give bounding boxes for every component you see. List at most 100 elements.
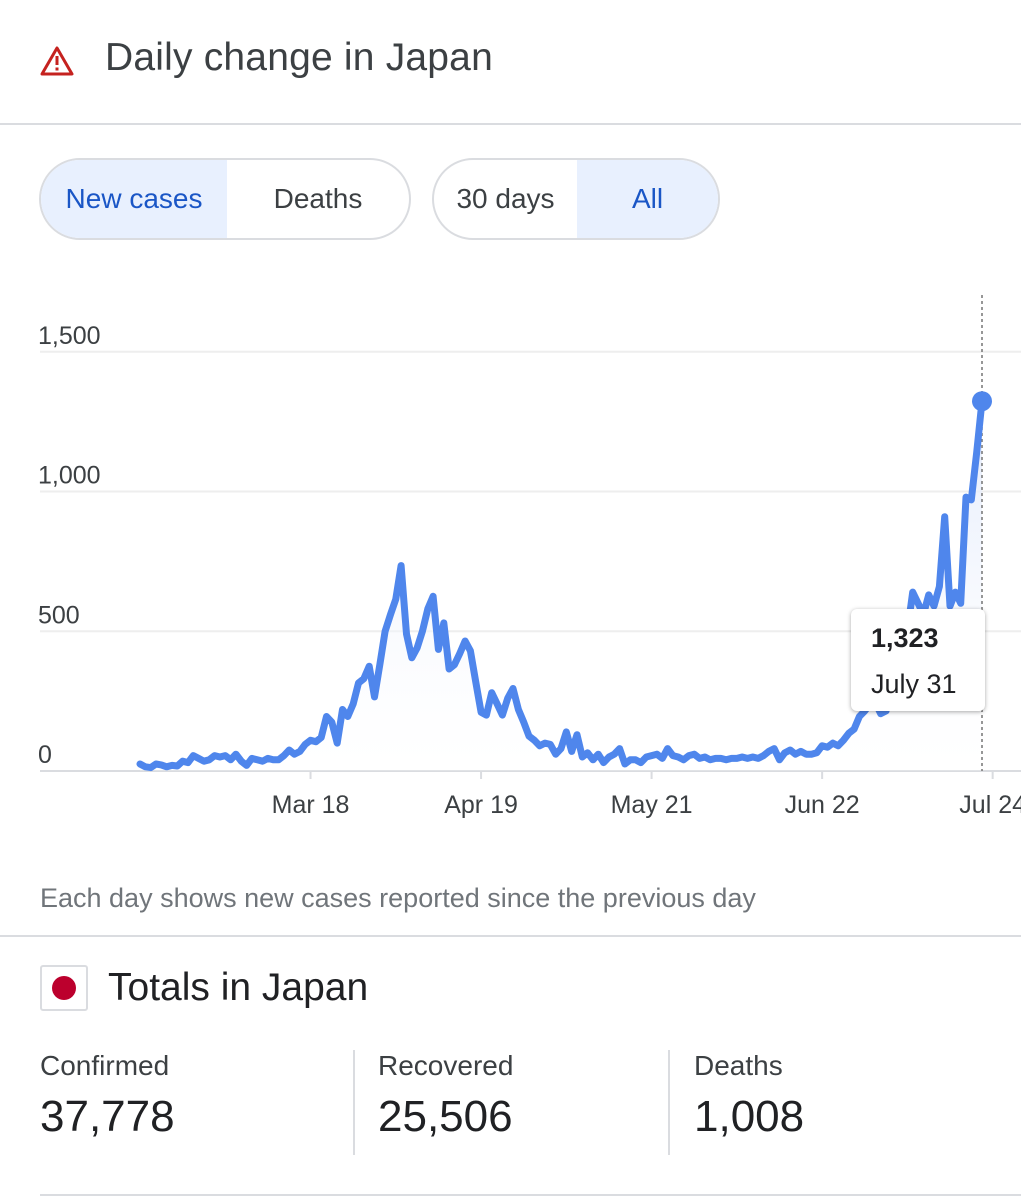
data-point <box>314 740 318 744</box>
data-point <box>841 738 845 742</box>
data-point <box>495 702 499 706</box>
data-point <box>724 758 728 762</box>
data-point <box>500 713 504 717</box>
data-point <box>436 647 440 651</box>
data-point <box>218 755 222 759</box>
data-point <box>852 727 856 731</box>
data-point <box>394 597 398 601</box>
all-range-tab[interactable]: All <box>577 160 718 238</box>
data-point <box>197 756 201 760</box>
data-point <box>751 755 755 759</box>
data-point <box>399 564 403 568</box>
data-point <box>687 754 691 758</box>
30-days-tab[interactable]: 30 days <box>456 183 555 214</box>
deaths-tab[interactable]: Deaths <box>273 183 363 214</box>
data-point <box>351 702 355 706</box>
stat-value: 1,008 <box>694 1092 805 1141</box>
data-point <box>282 754 286 758</box>
highlighted-point[interactable] <box>972 391 992 412</box>
x-tick-label: Jun 22 <box>785 791 860 819</box>
stat-divider <box>353 1050 355 1155</box>
stat-label: Deaths <box>694 1050 783 1081</box>
data-point <box>948 604 952 608</box>
data-point <box>234 752 238 756</box>
data-point <box>660 756 664 760</box>
data-point <box>511 687 515 691</box>
data-point <box>746 756 750 760</box>
data-point <box>298 749 302 753</box>
data-point <box>953 590 957 594</box>
data-point <box>452 663 456 667</box>
y-tick-label: 1,500 <box>38 322 101 350</box>
data-point <box>564 730 568 734</box>
data-point <box>154 762 158 766</box>
data-point <box>506 696 510 700</box>
data-point <box>522 720 526 724</box>
range-toggle: 30 days All <box>432 158 720 240</box>
data-point <box>634 758 638 762</box>
data-point <box>559 747 563 751</box>
stat-value: 37,778 <box>40 1092 175 1141</box>
y-tick-label: 1,000 <box>38 462 101 490</box>
data-point <box>740 755 744 759</box>
data-point <box>223 754 227 758</box>
data-point <box>777 758 781 762</box>
data-point <box>415 646 419 650</box>
header: Daily change in Japan <box>0 0 1021 125</box>
data-point <box>181 759 185 763</box>
data-point <box>378 663 382 667</box>
new-cases-tab[interactable]: New cases <box>41 160 227 238</box>
stat-value: 25,506 <box>378 1092 513 1141</box>
data-point <box>586 751 590 755</box>
data-point <box>261 759 265 763</box>
stat-label: Confirmed <box>40 1050 170 1081</box>
data-point <box>815 751 819 755</box>
y-tick-label: 500 <box>38 601 80 629</box>
data-point <box>202 759 206 763</box>
series-area <box>140 401 982 771</box>
data-point <box>463 639 467 643</box>
data-point <box>644 755 648 759</box>
data-point <box>207 758 211 762</box>
data-point <box>767 749 771 753</box>
data-point <box>431 594 435 598</box>
data-point <box>367 664 371 668</box>
data-point <box>703 755 707 759</box>
tooltip-date: July 31 <box>871 669 957 699</box>
data-point <box>932 604 936 608</box>
divider <box>0 935 1021 937</box>
data-point <box>698 756 702 760</box>
data-point <box>847 731 851 735</box>
data-point <box>490 691 494 695</box>
data-point <box>149 766 153 770</box>
tooltip-value: 1,323 <box>871 623 939 653</box>
data-point <box>857 714 861 718</box>
page-title: Daily change in Japan <box>105 36 493 79</box>
data-point <box>383 629 387 633</box>
data-point <box>484 713 488 717</box>
data-point <box>602 761 606 765</box>
data-point <box>543 741 547 745</box>
stat-divider <box>668 1050 670 1155</box>
data-point <box>516 708 520 712</box>
data-point <box>618 747 622 751</box>
data-point <box>799 749 803 753</box>
data-point <box>655 752 659 756</box>
data-point <box>532 738 536 742</box>
data-point <box>170 763 174 767</box>
data-point <box>330 720 334 724</box>
data-point <box>666 747 670 751</box>
data-point <box>277 758 281 762</box>
data-point <box>639 761 643 765</box>
data-point <box>969 498 973 502</box>
daily-cases-chart[interactable]: 0 500 1,000 1,500 Mar 18 Apr 19 May 21 Jun 22 J… <box>0 270 1021 830</box>
confirmed-stat: Confirmed 37,778 <box>40 1050 175 1142</box>
data-point <box>570 749 574 753</box>
data-point <box>442 621 446 625</box>
data-point <box>964 495 968 499</box>
chart-tooltip: 1,323 July 31 <box>851 609 985 711</box>
data-point <box>730 756 734 760</box>
data-point <box>410 656 414 660</box>
data-point <box>793 752 797 756</box>
data-point <box>580 755 584 759</box>
